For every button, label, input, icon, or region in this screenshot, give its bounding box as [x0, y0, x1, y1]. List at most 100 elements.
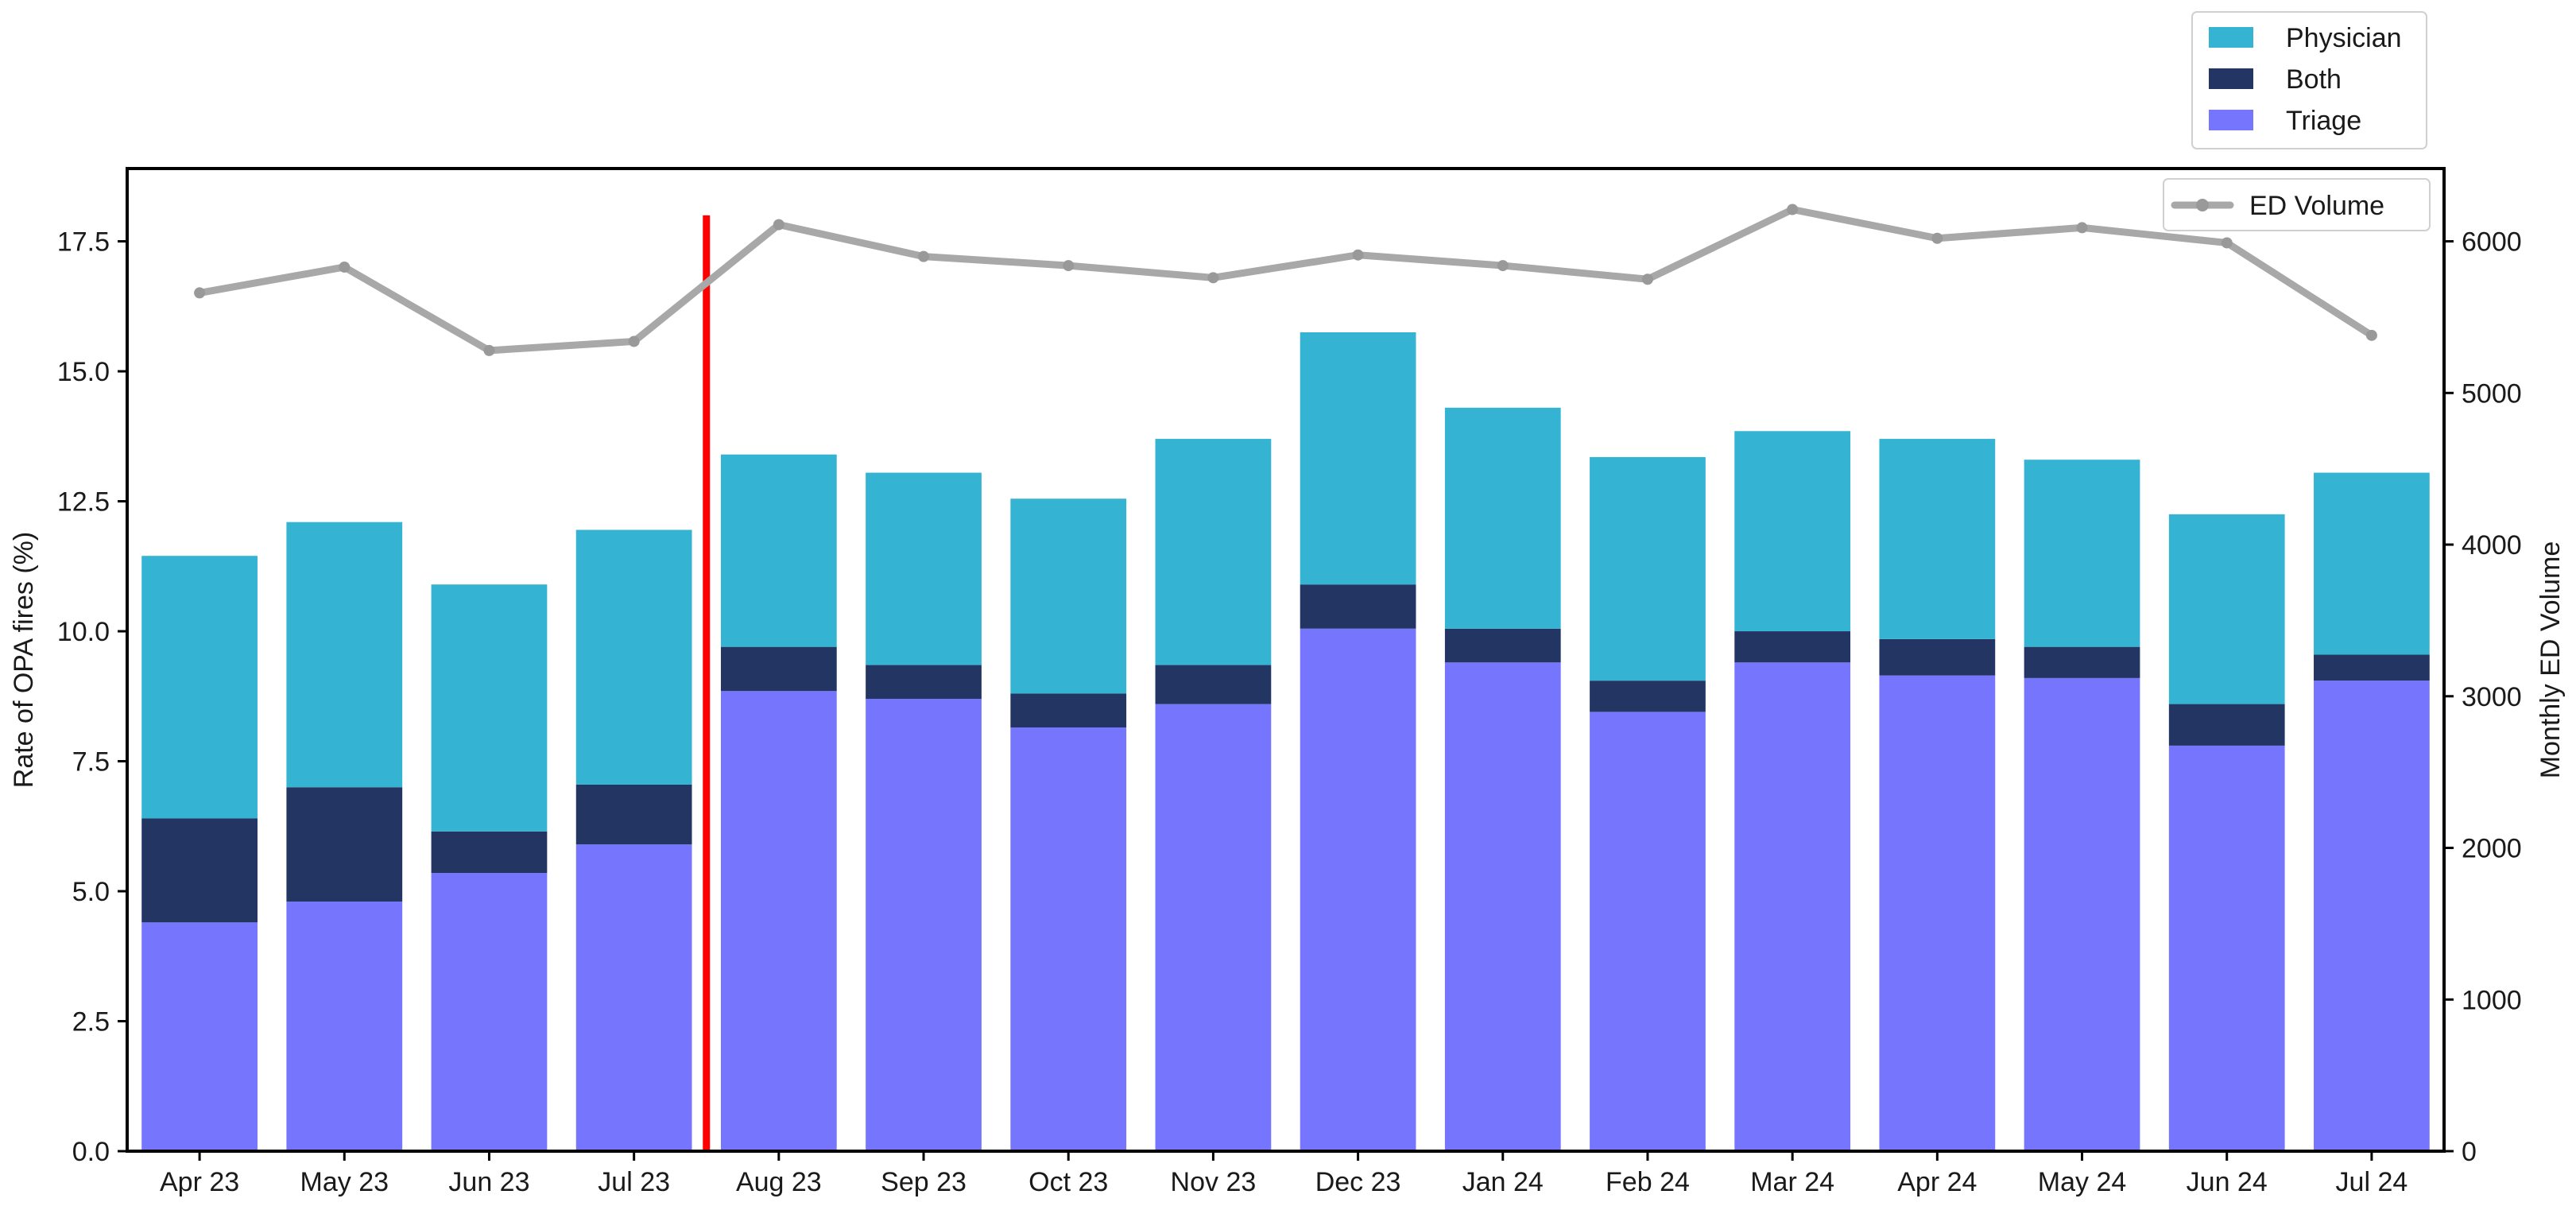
bar-triage-jan-24	[1444, 662, 1561, 1151]
x-tick-label-mar-24: Mar 24	[1750, 1167, 1834, 1197]
ed-volume-point-jun-24	[2221, 237, 2233, 249]
bar-triage-jun-23	[431, 873, 548, 1151]
bar-both-sep-23	[866, 665, 982, 700]
y2-tick-label-3: 3000	[2462, 682, 2522, 712]
bar-triage-jul-24	[2314, 681, 2430, 1151]
ed-volume-point-jul-24	[2365, 329, 2377, 341]
bar-physician-mar-24	[1734, 431, 1851, 632]
bar-physician-jul-23	[575, 529, 692, 785]
y-tick-label-4: 10.0	[57, 617, 110, 647]
y-tick-label-2: 5.0	[72, 877, 110, 907]
bar-physician-may-24	[2024, 460, 2140, 647]
bar-both-aug-23	[720, 646, 837, 692]
y-tick-label-7: 17.5	[57, 227, 110, 258]
x-tick-label-jan-24: Jan 24	[1462, 1167, 1544, 1197]
x-tick-label-dec-23: Dec 23	[1315, 1167, 1401, 1197]
x-tick-label-jul-23: Jul 23	[598, 1167, 670, 1197]
y2-tick-label-1: 1000	[2462, 985, 2522, 1015]
x-tick-label-jun-23: Jun 23	[448, 1167, 529, 1197]
ed-volume-point-apr-24	[1931, 232, 1943, 244]
legend-swatch-both	[2209, 68, 2253, 89]
bar-triage-sep-23	[866, 699, 982, 1151]
bar-physician-jun-24	[2168, 514, 2285, 704]
y2-tick-label-0: 0	[2462, 1137, 2477, 1167]
ed-volume-point-jun-23	[483, 344, 495, 356]
bar-both-jul-24	[2314, 654, 2430, 681]
bar-triage-nov-23	[1155, 704, 1272, 1151]
x-tick-label-jun-24: Jun 24	[2187, 1167, 2268, 1197]
bar-physician-jul-24	[2314, 472, 2430, 655]
ed-volume-point-dec-23	[1352, 249, 1364, 261]
ed-volume-point-may-24	[2076, 222, 2088, 234]
bar-triage-dec-23	[1300, 628, 1416, 1151]
bar-both-jun-24	[2168, 704, 2285, 746]
plot-frame	[126, 167, 2446, 1153]
x-tick-label-oct-23: Oct 23	[1028, 1167, 1108, 1197]
bar-physician-feb-24	[1590, 456, 1706, 681]
bar-triage-jun-24	[2168, 745, 2285, 1151]
legend-label-both: Both	[2286, 64, 2342, 95]
bar-triage-jul-23	[575, 844, 692, 1151]
ed-volume-point-may-23	[339, 261, 351, 273]
ed-volume-point-feb-24	[1641, 273, 1653, 285]
ed-volume-line-layer	[194, 204, 2377, 356]
bar-both-apr-24	[1879, 638, 1996, 676]
x-tick-label-nov-23: Nov 23	[1171, 1167, 1257, 1197]
bar-both-dec-23	[1300, 584, 1416, 629]
legend-label-ed-volume: ED Volume	[2249, 191, 2384, 221]
bar-both-may-23	[286, 787, 403, 902]
legend-bars: Physician Both Triage	[2191, 11, 2427, 149]
x-tick-label-apr-24: Apr 24	[1897, 1167, 1977, 1197]
bar-physician-may-23	[286, 522, 403, 788]
ed-volume-line	[196, 206, 2376, 355]
ed-volume-point-oct-23	[1063, 260, 1075, 272]
x-tick-label-aug-23: Aug 23	[736, 1167, 822, 1197]
x-tick-label-may-24: May 24	[2038, 1167, 2127, 1197]
y-tick-label-6: 15.0	[57, 357, 110, 387]
x-tick-label-may-23: May 23	[300, 1167, 389, 1197]
x-tick-label-jul-24: Jul 24	[2336, 1167, 2408, 1197]
y2-tick-label-2: 2000	[2462, 834, 2522, 864]
x-tick-label-apr-23: Apr 23	[160, 1167, 239, 1197]
legend-line: ED Volume	[2163, 178, 2431, 231]
legend-swatch-physician	[2209, 27, 2253, 48]
x-tick-label-feb-24: Feb 24	[1606, 1167, 1690, 1197]
bar-triage-apr-23	[141, 922, 258, 1151]
legend-label-physician: Physician	[2286, 23, 2402, 53]
legend-swatch-triage	[2209, 110, 2253, 130]
bar-physician-sep-23	[866, 472, 982, 665]
ed-volume-point-jul-23	[628, 335, 640, 347]
bar-physician-nov-23	[1155, 439, 1272, 665]
bar-physician-dec-23	[1300, 332, 1416, 585]
bar-both-feb-24	[1590, 681, 1706, 712]
y-tick-label-1: 2.5	[72, 1007, 110, 1037]
bar-both-mar-24	[1734, 631, 1851, 663]
bar-physician-apr-24	[1879, 439, 1996, 639]
bar-physician-oct-23	[1010, 498, 1127, 694]
bar-triage-oct-23	[1010, 727, 1127, 1151]
bar-physician-apr-23	[141, 556, 258, 819]
ed-volume-point-apr-23	[194, 287, 206, 299]
ed-volume-point-sep-23	[918, 250, 930, 262]
y2-axis-title: Monthly ED Volume	[2535, 541, 2566, 779]
bar-physician-aug-23	[720, 454, 837, 647]
ed-volume-point-nov-23	[1207, 272, 1219, 284]
bar-triage-may-24	[2024, 677, 2140, 1151]
bars-layer	[141, 332, 2430, 1151]
ed-volume-point-mar-24	[1787, 204, 1799, 215]
bar-triage-feb-24	[1590, 712, 1706, 1151]
bar-triage-mar-24	[1734, 662, 1851, 1151]
bar-both-jul-23	[575, 784, 692, 845]
y2-tick-label-5: 5000	[2462, 378, 2522, 409]
x-axis: Apr 23 May 23 Jun 23 Jul 23 Aug 23 Sep 23 Oct …	[160, 1151, 2407, 1197]
y-tick-label-0: 0.0	[72, 1137, 110, 1167]
bar-triage-aug-23	[720, 691, 837, 1151]
bar-both-nov-23	[1155, 665, 1272, 704]
right-axis: 0 1000 2000 3000 4000 5000 6000	[2444, 227, 2522, 1167]
bar-both-apr-23	[141, 818, 258, 923]
legend-marker-ed-volume	[2196, 199, 2209, 211]
legend-line-frame	[2163, 178, 2431, 231]
bar-both-jan-24	[1444, 628, 1561, 663]
bar-triage-may-23	[286, 902, 403, 1151]
